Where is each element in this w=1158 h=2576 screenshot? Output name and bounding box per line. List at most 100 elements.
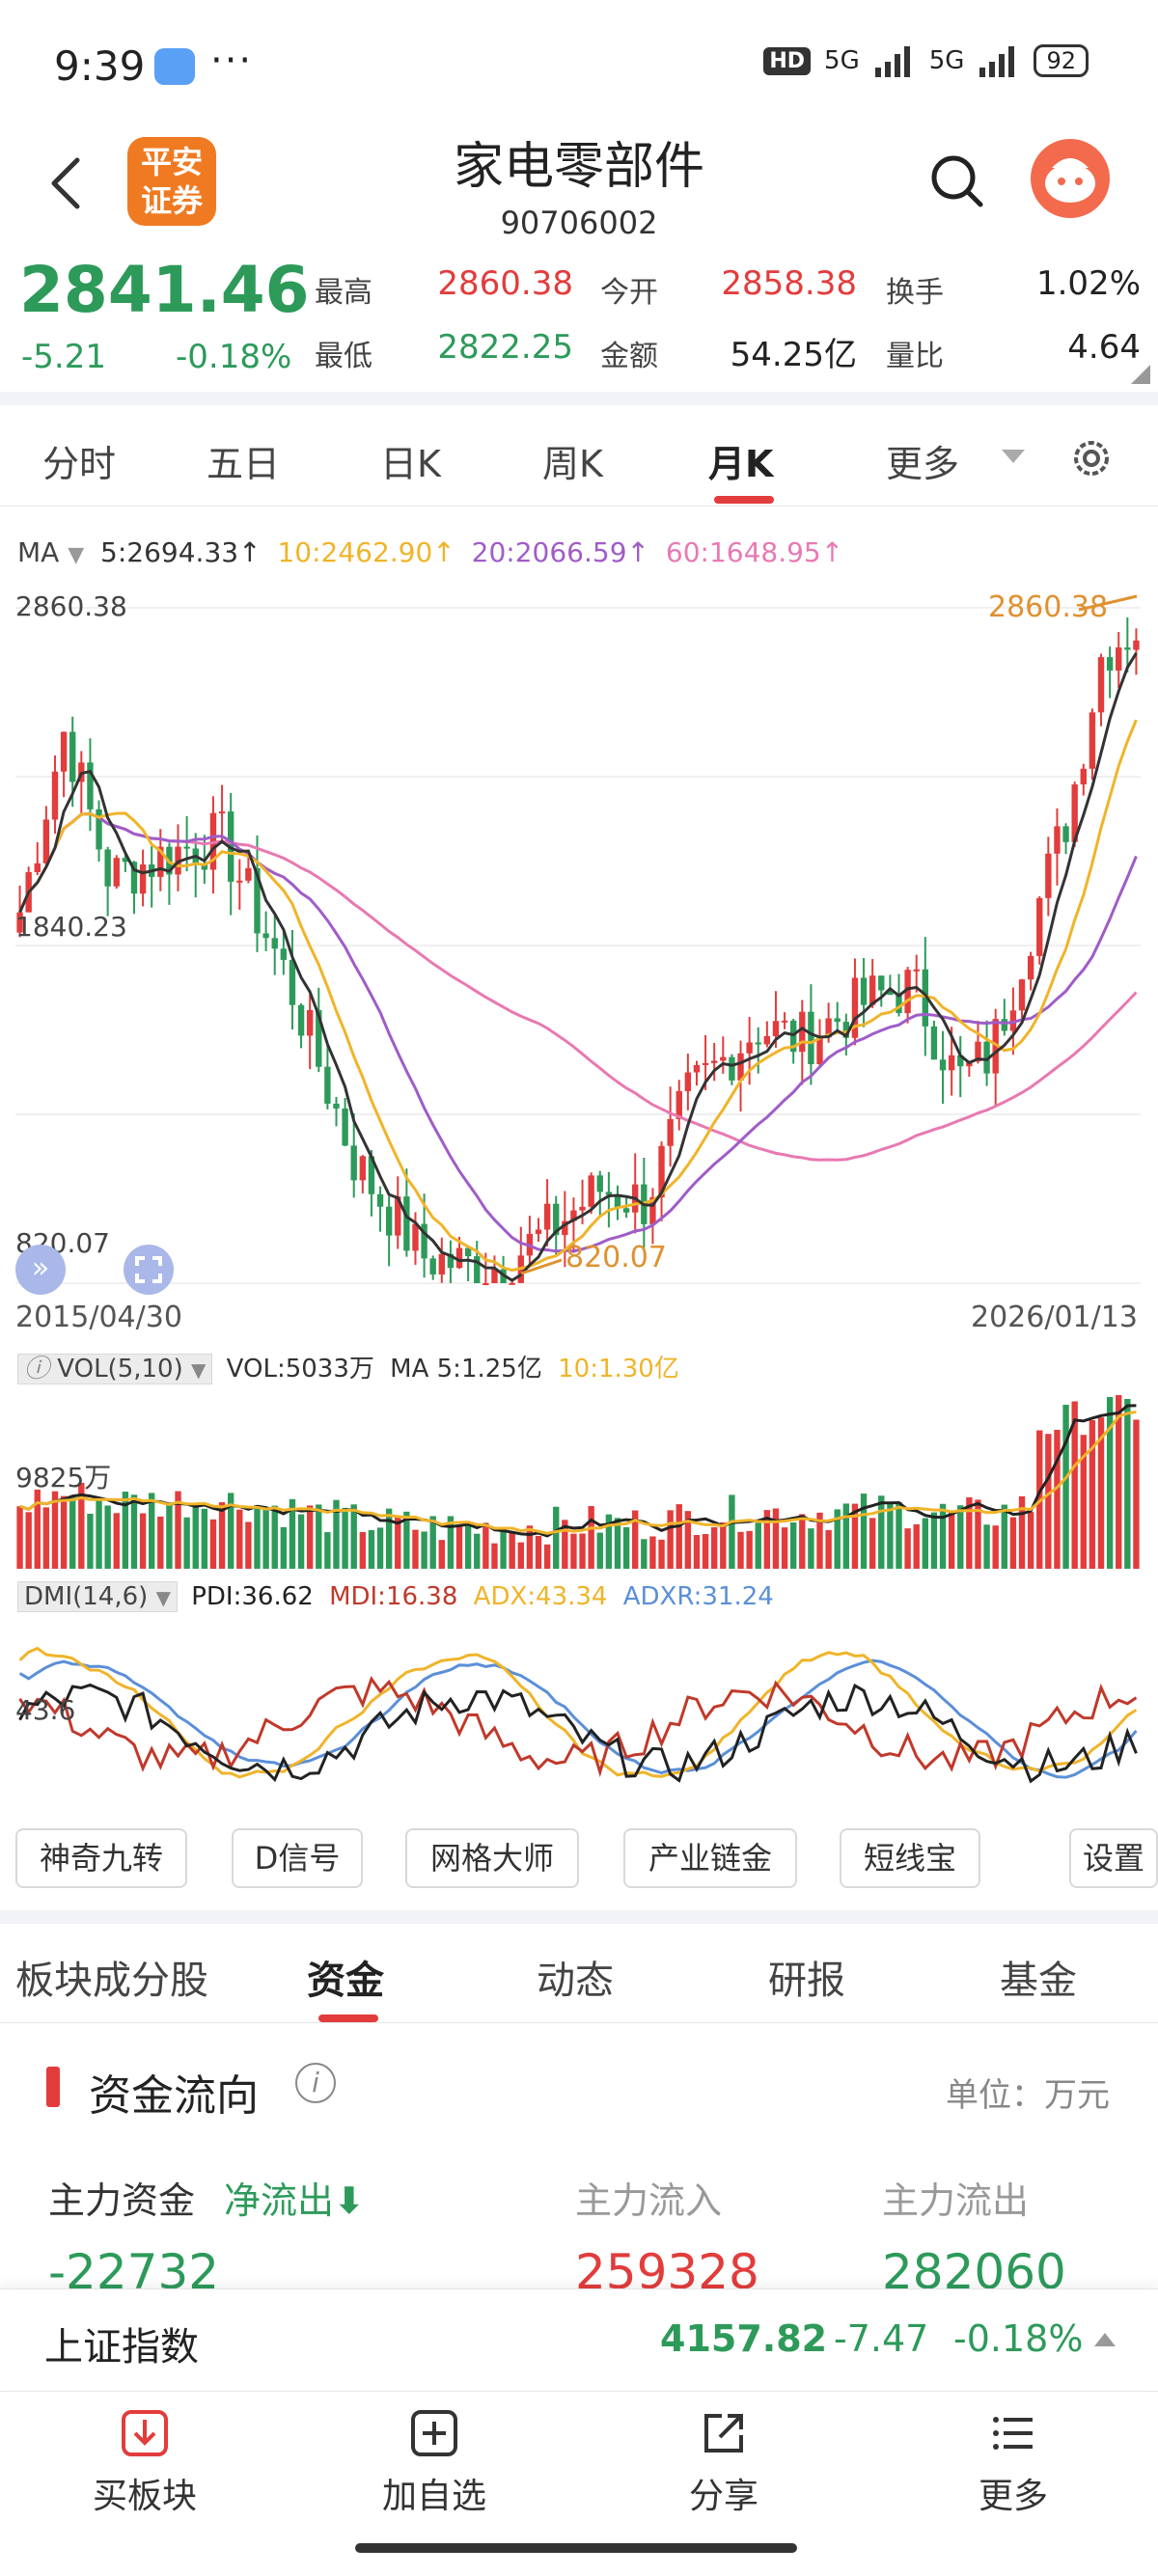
- candle-body: [482, 1283, 489, 1285]
- tab-daily-k[interactable]: 日K: [380, 443, 441, 485]
- candle-body: [139, 863, 147, 894]
- candle-body: [562, 1220, 568, 1236]
- index-expand-icon[interactable]: [1094, 2331, 1116, 2346]
- volume-bar: [1106, 1396, 1114, 1569]
- candle-body: [289, 959, 296, 1005]
- section-divider-2: [0, 1910, 1158, 1924]
- index-ticker-bar[interactable]: [0, 2288, 1158, 2389]
- candle-body: [957, 1055, 964, 1067]
- volume-bar: [676, 1504, 682, 1569]
- settings-gear-icon[interactable]: [1069, 436, 1114, 480]
- candle-body: [737, 1053, 744, 1081]
- ma-dropdown-icon[interactable]: ▼: [68, 543, 85, 567]
- tool-settings[interactable]: 设置: [1069, 1828, 1158, 1888]
- ma10-value: 10:2462.90↑: [277, 536, 455, 568]
- volume-ma10-line: [19, 1410, 1137, 1535]
- assistant-avatar[interactable]: [1031, 139, 1110, 218]
- tab-weekly-k[interactable]: 周K: [542, 443, 603, 485]
- volume-bar: [464, 1523, 472, 1569]
- volume-bar: [201, 1508, 208, 1569]
- subtab-news[interactable]: 动态: [537, 1959, 614, 2003]
- max-marker-leader: [1078, 594, 1138, 612]
- volume-bar: [359, 1531, 367, 1569]
- fund-unit: 单位：万元: [946, 2076, 1110, 2115]
- volume-dropdown-icon: ▼: [191, 1358, 207, 1382]
- volume-bar: [271, 1505, 278, 1569]
- volume-bar: [1018, 1495, 1026, 1569]
- volume-bar: [51, 1491, 59, 1569]
- section-divider: [0, 392, 1158, 405]
- subtab-constituents[interactable]: 板块成分股: [15, 1959, 208, 2003]
- volume-indicator-selector[interactable]: ⓘ VOL(5,10) ▼: [17, 1354, 213, 1384]
- ma20-value: 20:2066.59↑: [471, 536, 649, 568]
- inflow-label: 主力流入: [575, 2179, 723, 2222]
- volume-bar: [324, 1532, 331, 1569]
- volume-bar: [966, 1496, 973, 1569]
- candle-body: [720, 1056, 727, 1061]
- candle-body: [42, 819, 50, 863]
- nav-more[interactable]: 更多: [917, 2408, 1110, 2518]
- volume-bar: [808, 1528, 814, 1569]
- ma10-line: [18, 719, 1138, 1273]
- candle-body: [60, 731, 68, 772]
- network-5g-label-2: 5G: [928, 46, 965, 75]
- candle-body: [781, 1020, 788, 1023]
- candle-body: [1062, 826, 1069, 842]
- dmi-indicator-selector[interactable]: DMI(14,6) ▼: [17, 1581, 178, 1612]
- tab-intraday[interactable]: 分时: [42, 443, 117, 485]
- candle-body: [658, 1145, 665, 1198]
- volume-bar: [218, 1502, 226, 1569]
- subtab-research[interactable]: 研报: [768, 1959, 845, 2003]
- volume-ma10: 10:1.30亿: [558, 1355, 679, 1384]
- candle-body: [596, 1175, 603, 1192]
- candle-body: [755, 1042, 761, 1045]
- fast-forward-icon[interactable]: »: [15, 1245, 66, 1295]
- volume-bar: [412, 1529, 419, 1569]
- candle-body: [130, 862, 138, 894]
- volume-bar: [1062, 1405, 1069, 1569]
- nav-buy-sector[interactable]: 买板块: [48, 2408, 241, 2518]
- tool-magic-nine[interactable]: 神奇九转: [15, 1828, 187, 1888]
- kline-chart[interactable]: [0, 579, 1158, 1331]
- volume-bar: [562, 1520, 568, 1569]
- volume-bar: [781, 1527, 788, 1569]
- back-arrow-icon[interactable]: [46, 154, 85, 212]
- volume-bar: [421, 1531, 427, 1569]
- tab-more[interactable]: 更多: [886, 443, 960, 485]
- volume-bar: [509, 1531, 515, 1569]
- nav-share[interactable]: 分享: [627, 2408, 820, 2518]
- tool-industry-chain[interactable]: 产业链金: [623, 1828, 797, 1888]
- volume-bar: [729, 1494, 735, 1569]
- status-time: 9:39: [54, 42, 146, 90]
- tool-grid-master[interactable]: 网格大师: [405, 1828, 579, 1888]
- fund-info-icon[interactable]: i: [295, 2063, 336, 2103]
- subtab-funds[interactable]: 基金: [1000, 1959, 1077, 2003]
- volume-bar: [948, 1511, 955, 1569]
- candle-body: [104, 849, 111, 887]
- more-dropdown-icon[interactable]: [1002, 450, 1025, 465]
- candle-body: [763, 1035, 771, 1045]
- volume-bar: [236, 1509, 243, 1569]
- min-price-marker: 820.07: [565, 1241, 667, 1274]
- dmi-dropdown-icon: ▼: [155, 1586, 171, 1609]
- tab-monthly-k[interactable]: 月K: [708, 443, 774, 485]
- search-icon[interactable]: [928, 152, 986, 210]
- volume-bar: [834, 1509, 841, 1569]
- mdi-line: [18, 1675, 1138, 1778]
- dmi-chart: [18, 1646, 1138, 1784]
- candle-body: [667, 1118, 674, 1146]
- subtab-fund[interactable]: 资金: [307, 1959, 384, 2003]
- buy-sector-icon: [122, 2410, 168, 2456]
- ma-label[interactable]: MA: [17, 536, 60, 568]
- volume-bar: [596, 1532, 603, 1569]
- volume-bar: [500, 1529, 507, 1569]
- candle-body: [1045, 853, 1052, 898]
- volume-bar: [289, 1498, 296, 1569]
- fullscreen-icon[interactable]: [124, 1245, 174, 1295]
- nav-add-watchlist[interactable]: 加自选: [338, 2408, 531, 2518]
- volume-bar: [491, 1543, 498, 1569]
- tool-d-signal[interactable]: D信号: [232, 1828, 363, 1888]
- tool-short-term[interactable]: 短线宝: [840, 1828, 980, 1888]
- expand-corner-icon[interactable]: [1131, 365, 1150, 384]
- tab-five-day[interactable]: 五日: [207, 443, 281, 485]
